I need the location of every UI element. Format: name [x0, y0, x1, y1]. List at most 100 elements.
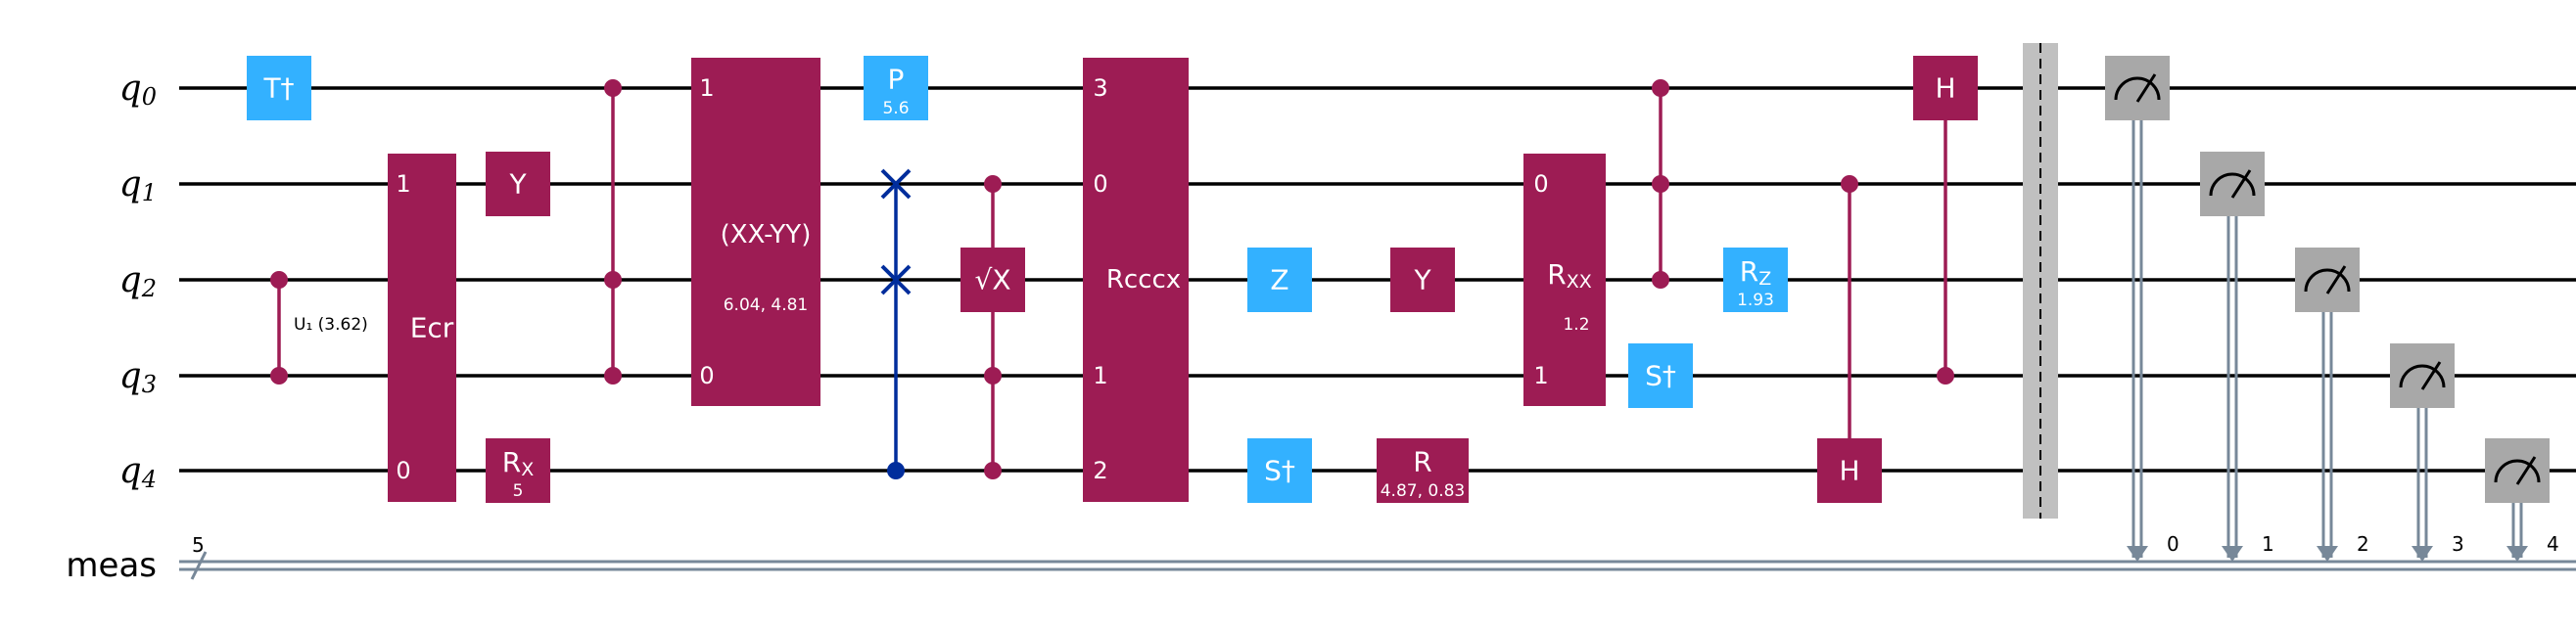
sdg-gate-q4-label: S† [1264, 455, 1295, 487]
ccz2-control-q1 [1652, 175, 1669, 193]
meter-needle-q3 [2420, 361, 2442, 390]
h-gate-q0 [1913, 56, 1978, 120]
y-gate-q1 [486, 152, 550, 216]
sx-gate-q2 [960, 248, 1025, 312]
r-gate-q4 [1377, 438, 1469, 503]
meter-icon-q2 [2304, 268, 2351, 293]
tdg-gate-q0 [247, 56, 311, 120]
ccz2-control-q0 [1652, 79, 1669, 97]
sdg-gate-q3 [1628, 343, 1693, 408]
measure-arrow-q2 [2317, 546, 2338, 562]
meter-icon-q0 [2114, 76, 2161, 101]
measure-bit-label-0: 0 [2167, 532, 2179, 556]
ecr-pin-bottom: 0 [396, 457, 410, 484]
rxx-gate [1523, 154, 1606, 406]
meter-needle-q1 [2230, 169, 2252, 199]
rcccx-pin-q0: 3 [1093, 74, 1107, 102]
ccz-control-q0 [604, 79, 622, 97]
xx-minus-yy-label: (XX-YY) [721, 220, 812, 249]
csx-control-q3 [984, 367, 1002, 385]
ecr-gate-label: Ecr [410, 312, 454, 344]
measure-arrow-q1 [2222, 546, 2243, 562]
measure-bit-label-4: 4 [2547, 532, 2559, 556]
qubit-label-q2: q2 [119, 260, 157, 303]
measure-gate-q2 [2295, 248, 2360, 312]
h-gate-q4-label: H [1839, 455, 1859, 487]
xx-minus-yy-pin-bottom: 0 [699, 362, 714, 389]
cu1-control-q3 [270, 367, 288, 385]
measure-arrow-q4 [2506, 546, 2528, 562]
cu1-control-q2 [270, 271, 288, 289]
ccz-control-q2 [604, 271, 622, 289]
measure-bit-label-2: 2 [2357, 532, 2369, 556]
r-gate-q4-param: 4.87, 0.83 [1381, 481, 1466, 501]
rx-gate-q4 [486, 438, 550, 503]
meter-needle-q0 [2135, 73, 2157, 103]
rxx-gate-label: RXX [1547, 258, 1592, 294]
rz-gate-q2 [1723, 248, 1788, 312]
z-gate-q2-label: Z [1270, 264, 1288, 296]
measure-arrow-q0 [2127, 546, 2148, 562]
z-gate-q2 [1247, 248, 1312, 312]
measure-gate-q1 [2200, 152, 2265, 216]
classical-register-size: 5 [192, 533, 205, 557]
classical-bus-slash [190, 551, 208, 580]
tdg-gate-q0-label: T† [262, 72, 294, 105]
ecr-gate [388, 154, 456, 502]
r-gate-q4-label: R [1413, 446, 1431, 478]
y-gate-q2 [1390, 248, 1455, 312]
ch-control-q3 [1937, 367, 1954, 385]
meter-icon-q3 [2399, 364, 2446, 388]
qubit-label-q1: q1 [119, 164, 157, 207]
measure-gate-q4 [2485, 438, 2550, 503]
swap-cross-q2-b [880, 264, 912, 295]
rcccx-gate [1083, 58, 1189, 502]
meter-needle-q4 [2515, 456, 2537, 485]
csx-control-q4 [984, 462, 1002, 479]
meter-needle-q2 [2325, 265, 2347, 294]
cu1-gate-label: U₁ (3.62) [294, 315, 368, 335]
xx-minus-yy-gate [691, 58, 820, 406]
rxx-gate-param: 1.2 [1563, 315, 1589, 335]
ccz2-control-q2 [1652, 271, 1669, 289]
measure-gate-q0 [2105, 56, 2170, 120]
rz-gate-q2-param: 1.93 [1737, 291, 1774, 310]
qubit-label-q3: q3 [119, 356, 157, 399]
rx-gate-q4-param: 5 [513, 481, 524, 501]
measure-bit-label-3: 3 [2452, 532, 2464, 556]
xx-minus-yy-pin-top: 1 [699, 74, 714, 102]
h-gate-q0-label: H [1935, 72, 1955, 105]
ecr-pin-top: 1 [396, 170, 410, 198]
qubit-label-q4: q4 [119, 451, 157, 494]
rxx-pin-top: 0 [1533, 170, 1548, 198]
qubit-label-q0: q0 [119, 68, 157, 112]
p-gate-q0 [864, 56, 928, 120]
p-gate-q0-label: P [888, 64, 905, 96]
sdg-gate-q4 [1247, 438, 1312, 503]
cswap-control-q4 [887, 462, 905, 479]
xx-minus-yy-param: 6.04, 4.81 [724, 295, 809, 315]
meter-icon-q4 [2494, 459, 2541, 483]
ccz-control-q3 [604, 367, 622, 385]
y-gate-q2-label: Y [1413, 264, 1431, 296]
p-gate-q0-param: 5.6 [882, 99, 909, 118]
measure-bit-label-1: 1 [2262, 532, 2274, 556]
rcccx-pin-q1: 0 [1093, 170, 1107, 198]
rz-gate-q2-label: RZ [1740, 255, 1772, 291]
measure-gate-q3 [2390, 343, 2455, 408]
sx-gate-q2-label: √X [974, 264, 1010, 296]
rcccx-gate-label: Rcccx [1106, 265, 1181, 294]
rcccx-pin-q3: 1 [1093, 362, 1107, 389]
swap-cross-q1-b [880, 168, 912, 200]
csx-control-q1 [984, 175, 1002, 193]
rcccx-pin-q4: 2 [1093, 457, 1107, 484]
y-gate-q1-label: Y [508, 168, 527, 201]
sdg-gate-q3-label: S† [1645, 360, 1676, 392]
meter-icon-q1 [2209, 172, 2256, 197]
classical-register-label: meas [66, 546, 157, 585]
rx-gate-q4-label: RX [502, 446, 535, 481]
rxx-pin-bottom: 1 [1533, 362, 1548, 389]
h-gate-q4 [1817, 438, 1882, 503]
ch-control-q1 [1841, 175, 1858, 193]
